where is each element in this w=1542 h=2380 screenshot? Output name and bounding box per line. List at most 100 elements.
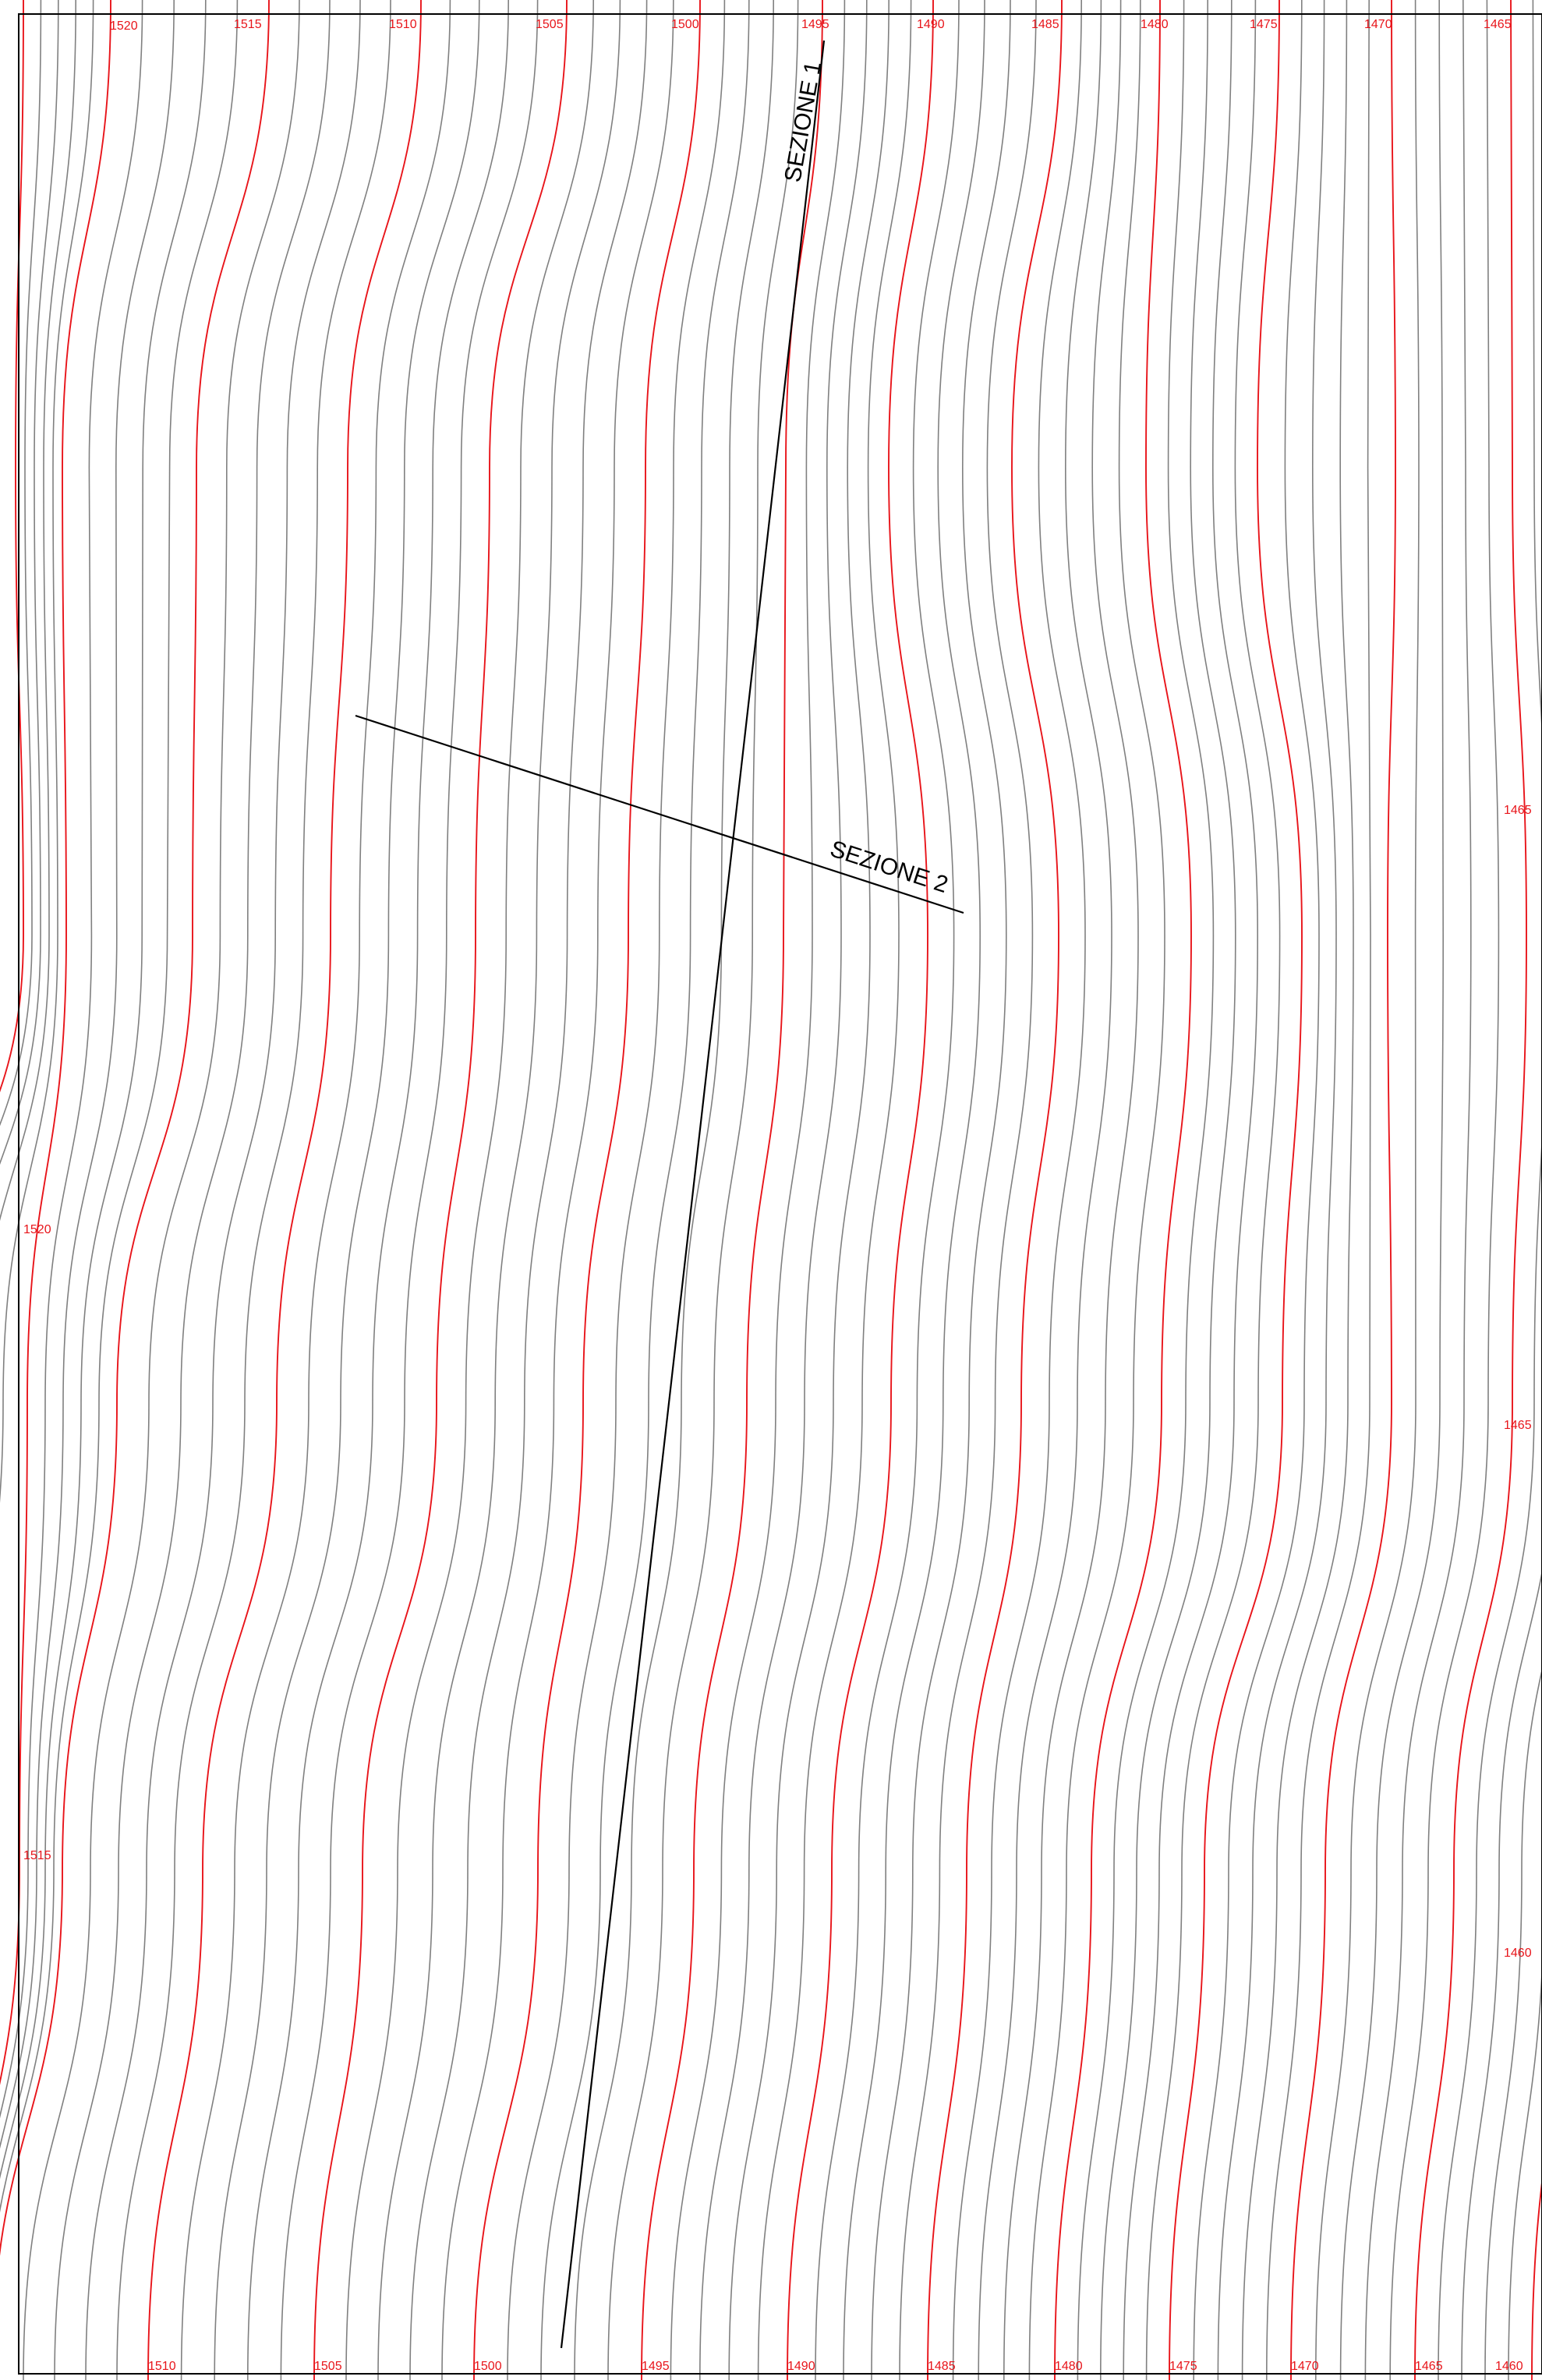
intermediate-contour	[23, 0, 300, 2380]
bottom-label-1510: 1510	[148, 2360, 176, 2373]
intermediate-contour	[899, 0, 1037, 2380]
index-contour	[147, 0, 422, 2380]
index-contour	[313, 0, 568, 2380]
index-contour	[0, 0, 24, 1093]
intermediate-contour	[0, 0, 143, 2119]
intermediate-contour	[1438, 0, 1542, 2380]
top-label-1495: 1495	[801, 18, 829, 31]
intermediate-contour	[1389, 0, 1500, 2380]
intermediate-contour	[1003, 0, 1139, 2380]
intermediate-contour	[345, 0, 594, 2380]
intermediate-contour	[441, 0, 674, 2380]
intermediate-contour	[0, 0, 42, 1126]
elevation-labels: 1520 1515 1510 1505 1500 1495 1490 1485 …	[23, 18, 1532, 2373]
intermediate-contour	[1461, 1568, 1542, 2380]
index-contour	[1054, 0, 1192, 2380]
bottom-label-1475: 1475	[1169, 2360, 1197, 2373]
section-2-line[interactable]	[355, 714, 964, 914]
intermediate-contour	[1339, 0, 1445, 2380]
intermediate-contour	[0, 0, 59, 1165]
intermediate-contour	[180, 0, 451, 2380]
index-contour	[0, 0, 270, 2257]
intermediate-contour	[728, 0, 889, 2380]
intermediate-contour	[1241, 0, 1354, 2380]
intermediate-contour	[843, 0, 985, 2380]
intermediate-contour	[1484, 1667, 1542, 2380]
left-label-1515: 1515	[23, 1849, 51, 1862]
intermediate-contour	[54, 0, 331, 2380]
intermediate-contour	[247, 0, 509, 2380]
right-label-1465-a: 1465	[1504, 804, 1532, 817]
top-label-1505: 1505	[536, 18, 564, 31]
intermediate-contour	[1145, 0, 1281, 2380]
intermediate-contour	[85, 0, 361, 2380]
intermediate-contour	[0, 0, 76, 1222]
intermediate-contour	[978, 0, 1112, 2380]
bottom-label-1505: 1505	[314, 2360, 342, 2373]
intermediate-contour	[116, 0, 391, 2380]
intermediate-contour	[0, 0, 207, 2180]
intermediate-contour	[757, 0, 912, 2380]
top-label-1485: 1485	[1031, 18, 1059, 31]
bottom-label-1480: 1480	[1055, 2360, 1083, 2373]
section-1-line[interactable]	[560, 40, 826, 2349]
intermediate-contour	[0, 0, 239, 2213]
bottom-label-1460: 1460	[1495, 2360, 1523, 2373]
intermediate-contour	[409, 0, 648, 2380]
top-label-1520: 1520	[110, 19, 138, 33]
intermediate-contour	[0, 0, 175, 2149]
intermediate-contour	[377, 0, 621, 2380]
intermediate-contour	[0, 0, 94, 1503]
top-label-1490: 1490	[917, 18, 945, 31]
index-contour	[1290, 0, 1396, 2380]
index-contour	[927, 0, 1063, 2380]
index-contour	[0, 0, 111, 2085]
intermediate-contour	[699, 0, 868, 2380]
intermediate-contour	[952, 0, 1086, 2380]
intermediate-contour	[280, 0, 539, 2380]
top-label-1515: 1515	[234, 18, 262, 31]
top-label-1500: 1500	[671, 18, 699, 31]
index-contour	[1169, 0, 1303, 2380]
intermediate-contour	[507, 0, 726, 2380]
intermediate-contour	[1028, 0, 1165, 2380]
intermediate-contour	[1315, 0, 1420, 2380]
intermediate-contour	[871, 0, 1011, 2380]
bottom-label-1485: 1485	[928, 2360, 956, 2373]
right-label-1460: 1460	[1504, 1947, 1532, 1960]
bottom-label-1465: 1465	[1415, 2360, 1443, 2373]
top-label-1480: 1480	[1141, 18, 1169, 31]
index-contour	[641, 0, 823, 2380]
left-label-1520: 1520	[23, 1223, 51, 1236]
intermediate-contour	[1123, 0, 1259, 2380]
intermediate-contour	[540, 0, 750, 2380]
top-label-1465: 1465	[1484, 18, 1512, 31]
intermediate-contour	[1100, 0, 1236, 2380]
top-label-1470: 1470	[1364, 18, 1392, 31]
map-frame	[18, 13, 1542, 2375]
intermediate-contour	[1508, 1958, 1542, 2380]
intermediate-contour	[607, 0, 799, 2380]
top-label-1475: 1475	[1250, 18, 1278, 31]
intermediate-contour	[670, 0, 846, 2380]
index-contour	[473, 0, 701, 2380]
intermediate-contour	[574, 0, 774, 2380]
index-contour	[1414, 0, 1527, 2380]
index-contour	[787, 0, 934, 2380]
intermediate-contour	[1364, 0, 1472, 2380]
intermediate-contour	[1266, 0, 1371, 2380]
bottom-label-1470: 1470	[1291, 2360, 1319, 2373]
intermediate-contour	[1077, 0, 1215, 2380]
top-label-1510: 1510	[389, 18, 417, 31]
bottom-label-1500: 1500	[474, 2360, 502, 2373]
intermediate-contour	[815, 0, 960, 2380]
intermediate-contour	[1193, 0, 1320, 2380]
intermediate-contour	[214, 0, 480, 2380]
bottom-label-1490: 1490	[787, 2360, 815, 2373]
intermediate-contour	[1217, 0, 1337, 2380]
right-label-1465-b: 1465	[1504, 1419, 1532, 1432]
bottom-label-1495: 1495	[642, 2360, 670, 2373]
